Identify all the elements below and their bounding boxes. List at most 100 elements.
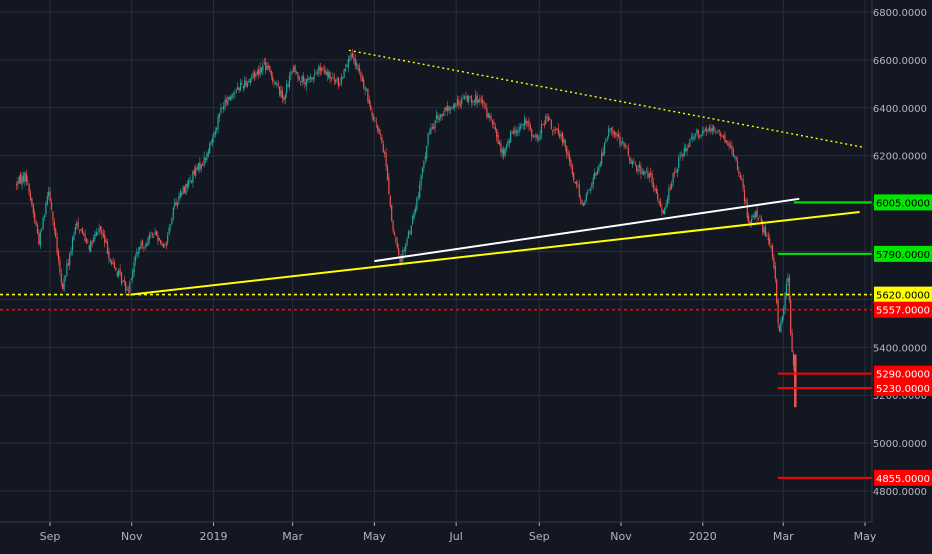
- candle-body: [700, 134, 702, 137]
- candle-body: [689, 139, 691, 147]
- candle-body: [651, 174, 653, 184]
- candle-body: [480, 100, 482, 102]
- candle-body: [339, 84, 341, 86]
- candle-body: [210, 141, 212, 145]
- candle-body: [696, 129, 698, 133]
- candle-body: [234, 92, 236, 94]
- candle-body: [505, 145, 508, 149]
- candle-body: [207, 150, 209, 156]
- candle-body: [631, 161, 634, 166]
- candle-body: [69, 253, 71, 266]
- candle-body: [759, 216, 761, 218]
- candle-body: [171, 218, 173, 224]
- candle-body: [603, 143, 606, 154]
- candle-body: [449, 108, 452, 110]
- candle-layer: [15, 48, 797, 408]
- candle-body: [87, 242, 89, 244]
- y-tick-label: 6600.0000: [873, 56, 927, 67]
- candle-body: [766, 235, 768, 237]
- candle-body: [176, 202, 179, 206]
- candle-body: [343, 69, 345, 78]
- candle-body: [650, 172, 652, 175]
- candle-body: [662, 210, 664, 215]
- candle-body: [648, 173, 650, 178]
- candle-body: [757, 218, 760, 219]
- candle-body: [554, 129, 557, 131]
- candle-body: [99, 226, 102, 231]
- candle-body: [132, 271, 134, 278]
- candle-body: [638, 164, 641, 168]
- candle-body: [238, 87, 240, 91]
- candle-body: [28, 183, 30, 193]
- candle-body: [690, 136, 692, 139]
- candle-body: [680, 154, 683, 156]
- candle-body: [263, 63, 265, 64]
- candle-body: [623, 143, 625, 147]
- candle-body: [738, 170, 740, 175]
- candle-body: [148, 234, 151, 240]
- candle-body: [342, 77, 344, 79]
- candle-body: [627, 147, 629, 156]
- candle-body: [211, 138, 214, 143]
- candle-body: [25, 173, 27, 182]
- candle-body: [566, 145, 568, 154]
- candle-body: [293, 66, 295, 72]
- candle-body: [606, 138, 608, 139]
- candle-body: [269, 66, 271, 72]
- candle-body: [722, 136, 725, 138]
- candle-body: [169, 225, 172, 227]
- candle-body: [608, 128, 610, 137]
- candle-body: [224, 99, 226, 107]
- candle-body: [728, 142, 730, 147]
- candle-body: [350, 54, 352, 59]
- candle-body: [630, 159, 632, 164]
- candle-body: [784, 292, 786, 310]
- candle-body: [704, 129, 706, 131]
- candle-body: [242, 86, 244, 88]
- y-tick-label: 6800.0000: [873, 8, 927, 19]
- candle-body: [370, 105, 372, 110]
- candle-body: [403, 250, 405, 251]
- candle-body: [613, 131, 615, 136]
- candle-body: [643, 171, 645, 175]
- candle-body: [328, 71, 330, 78]
- candle-body: [280, 90, 282, 98]
- candle-body: [237, 86, 239, 90]
- candle-body: [59, 260, 61, 273]
- candle-body: [752, 215, 754, 218]
- candle-body: [571, 165, 573, 174]
- candle-body: [270, 71, 272, 76]
- price-level-badge: [874, 365, 932, 382]
- candle-body: [291, 71, 293, 73]
- candle-body: [423, 161, 425, 168]
- candle-body: [573, 172, 575, 181]
- candle-body: [284, 94, 286, 100]
- price-level-badge: [874, 380, 932, 397]
- candle-body: [540, 124, 543, 135]
- candle-body: [304, 82, 306, 84]
- candle-body: [143, 247, 145, 249]
- candle-body: [587, 191, 589, 194]
- y-tick-label: 5200.0000: [873, 391, 927, 402]
- candle-body: [218, 114, 221, 118]
- candle-body: [125, 282, 127, 291]
- candle-body: [133, 262, 135, 273]
- candle-body: [568, 154, 571, 162]
- candle-body: [455, 104, 457, 106]
- candle-body: [41, 229, 43, 231]
- candle-body: [74, 227, 76, 235]
- candle-body: [188, 179, 190, 186]
- candle-body: [326, 71, 328, 76]
- candle-body: [468, 96, 470, 102]
- candle-body: [357, 64, 359, 70]
- candle-body: [419, 185, 421, 198]
- candle-body: [472, 101, 474, 103]
- candle-body: [556, 129, 558, 130]
- candle-body: [200, 164, 202, 169]
- candle-body: [321, 68, 323, 72]
- candle-body: [707, 130, 709, 131]
- candle-body: [745, 199, 747, 203]
- candle-body: [295, 72, 298, 73]
